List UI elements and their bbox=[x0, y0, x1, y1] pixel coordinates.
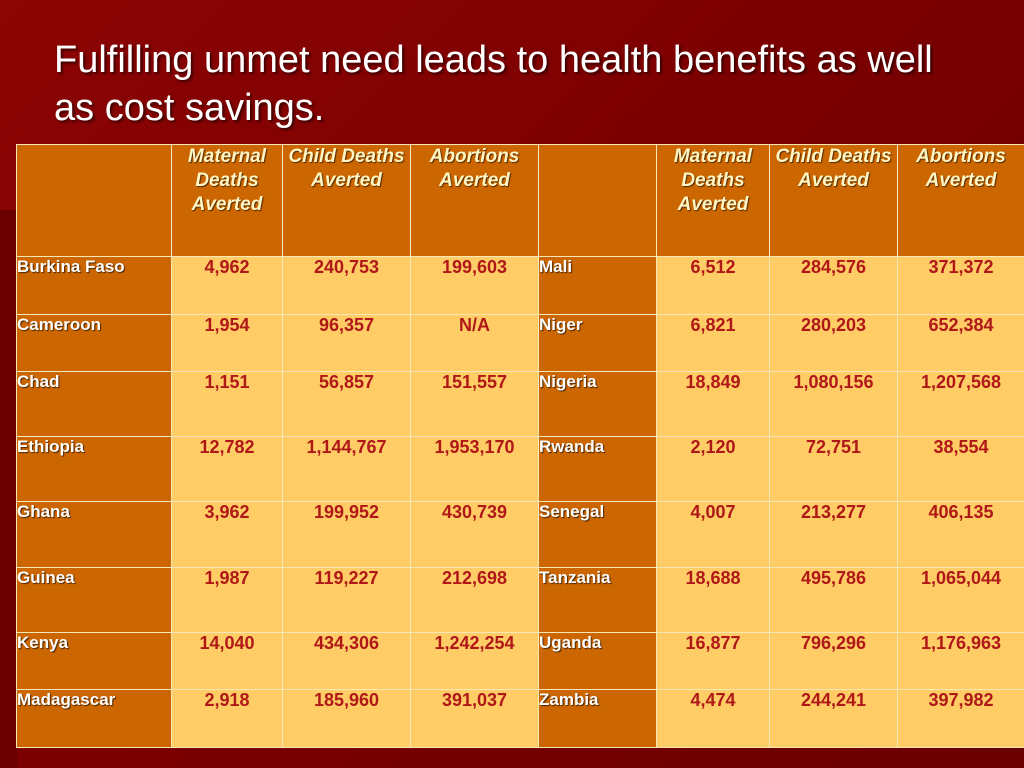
background-stripe bbox=[0, 210, 18, 768]
data-table: Maternal Deaths Averted Child Deaths Ave… bbox=[16, 144, 1024, 748]
abortions-value-cell-left: 391,037 bbox=[410, 689, 539, 748]
country-name-cell-right: Rwanda bbox=[538, 436, 657, 502]
abortions-value-cell-left: N/A bbox=[410, 314, 539, 372]
abortions-value-cell-right: 397,982 bbox=[897, 689, 1024, 748]
child-value-cell-right: 284,576 bbox=[769, 256, 898, 315]
maternal-value-cell-right: 18,849 bbox=[656, 371, 770, 437]
country-name-cell-left: Guinea bbox=[16, 567, 172, 633]
child-value-cell-right: 244,241 bbox=[769, 689, 898, 748]
abortions-value-cell-left: 212,698 bbox=[410, 567, 539, 633]
header-cell-country-left bbox=[16, 144, 172, 257]
abortions-value-cell-left: 1,242,254 bbox=[410, 632, 539, 690]
header-abortions-right: Abortions Averted bbox=[897, 144, 1024, 257]
country-name-cell-left: Ghana bbox=[16, 501, 172, 568]
child-value-cell-left: 434,306 bbox=[282, 632, 411, 690]
country-name-cell-right: Mali bbox=[538, 256, 657, 315]
country-name-cell-left: Cameroon bbox=[16, 314, 172, 372]
maternal-value-cell-left: 4,962 bbox=[171, 256, 283, 315]
maternal-value-cell-right: 4,007 bbox=[656, 501, 770, 568]
header-maternal-deaths-left: Maternal Deaths Averted bbox=[171, 144, 283, 257]
header-cell-country-right bbox=[538, 144, 657, 257]
child-value-cell-right: 796,296 bbox=[769, 632, 898, 690]
child-value-cell-right: 495,786 bbox=[769, 567, 898, 633]
country-name-cell-right: Nigeria bbox=[538, 371, 657, 437]
slide-title: Fulfilling unmet need leads to health be… bbox=[54, 39, 933, 129]
table-row: Guinea 1,987 119,227 212,698 Tanzania 18,688 4… bbox=[16, 567, 1024, 633]
table-row: Ghana 3,962 199,952 430,739 Senegal 4,007 213,… bbox=[16, 501, 1024, 568]
header-maternal-deaths-right: Maternal Deaths Averted bbox=[656, 144, 770, 257]
maternal-value-cell-right: 6,512 bbox=[656, 256, 770, 315]
country-name-cell-left: Ethiopia bbox=[16, 436, 172, 502]
abortions-value-cell-right: 371,372 bbox=[897, 256, 1024, 315]
maternal-value-cell-left: 1,151 bbox=[171, 371, 283, 437]
table-row: Madagascar 2,918 185,960 391,037 Zambia 4,474… bbox=[16, 689, 1024, 748]
abortions-value-cell-left: 199,603 bbox=[410, 256, 539, 315]
child-value-cell-left: 96,357 bbox=[282, 314, 411, 372]
table-row: Kenya 14,040 434,306 1,242,254 Uganda 16,877 7… bbox=[16, 632, 1024, 690]
country-name-cell-right: Tanzania bbox=[538, 567, 657, 633]
country-name-cell-left: Burkina Faso bbox=[16, 256, 172, 315]
country-name-cell-right: Uganda bbox=[538, 632, 657, 690]
child-value-cell-left: 1,144,767 bbox=[282, 436, 411, 502]
maternal-value-cell-right: 18,688 bbox=[656, 567, 770, 633]
abortions-value-cell-right: 1,207,568 bbox=[897, 371, 1024, 437]
table-row: Chad 1,151 56,857 151,557 Nigeria 18,849 1,080… bbox=[16, 371, 1024, 437]
header-child-deaths-right: Child Deaths Averted bbox=[769, 144, 898, 257]
child-value-cell-left: 56,857 bbox=[282, 371, 411, 437]
maternal-value-cell-right: 6,821 bbox=[656, 314, 770, 372]
country-name-cell-right: Zambia bbox=[538, 689, 657, 748]
country-name-cell-left: Madagascar bbox=[16, 689, 172, 748]
maternal-value-cell-left: 1,987 bbox=[171, 567, 283, 633]
abortions-value-cell-left: 1,953,170 bbox=[410, 436, 539, 502]
header-child-deaths-left: Child Deaths Averted bbox=[282, 144, 411, 257]
child-value-cell-right: 1,080,156 bbox=[769, 371, 898, 437]
child-value-cell-right: 72,751 bbox=[769, 436, 898, 502]
table-row: Ethiopia 12,782 1,144,767 1,953,170 Rwanda 2,… bbox=[16, 436, 1024, 502]
child-value-cell-right: 280,203 bbox=[769, 314, 898, 372]
maternal-value-cell-left: 14,040 bbox=[171, 632, 283, 690]
maternal-value-cell-right: 2,120 bbox=[656, 436, 770, 502]
country-name-cell-left: Kenya bbox=[16, 632, 172, 690]
maternal-value-cell-left: 1,954 bbox=[171, 314, 283, 372]
maternal-value-cell-left: 3,962 bbox=[171, 501, 283, 568]
table-header-row: Maternal Deaths Averted Child Deaths Ave… bbox=[16, 144, 1024, 257]
child-value-cell-left: 199,952 bbox=[282, 501, 411, 568]
child-value-cell-left: 240,753 bbox=[282, 256, 411, 315]
child-value-cell-left: 185,960 bbox=[282, 689, 411, 748]
country-name-cell-left: Chad bbox=[16, 371, 172, 437]
maternal-value-cell-right: 16,877 bbox=[656, 632, 770, 690]
maternal-value-cell-right: 4,474 bbox=[656, 689, 770, 748]
country-name-cell-right: Senegal bbox=[538, 501, 657, 568]
abortions-value-cell-right: 38,554 bbox=[897, 436, 1024, 502]
abortions-value-cell-right: 652,384 bbox=[897, 314, 1024, 372]
header-abortions-left: Abortions Averted bbox=[410, 144, 539, 257]
abortions-value-cell-right: 1,065,044 bbox=[897, 567, 1024, 633]
abortions-value-cell-left: 151,557 bbox=[410, 371, 539, 437]
child-value-cell-right: 213,277 bbox=[769, 501, 898, 568]
abortions-value-cell-right: 406,135 bbox=[897, 501, 1024, 568]
maternal-value-cell-left: 2,918 bbox=[171, 689, 283, 748]
table-row: Cameroon 1,954 96,357 N/A Niger 6,821 280,203 6… bbox=[16, 314, 1024, 372]
maternal-value-cell-left: 12,782 bbox=[171, 436, 283, 502]
abortions-value-cell-right: 1,176,963 bbox=[897, 632, 1024, 690]
country-name-cell-right: Niger bbox=[538, 314, 657, 372]
abortions-value-cell-left: 430,739 bbox=[410, 501, 539, 568]
child-value-cell-left: 119,227 bbox=[282, 567, 411, 633]
table-row: Burkina Faso 4,962 240,753 199,603 Mali 6,512… bbox=[16, 256, 1024, 315]
